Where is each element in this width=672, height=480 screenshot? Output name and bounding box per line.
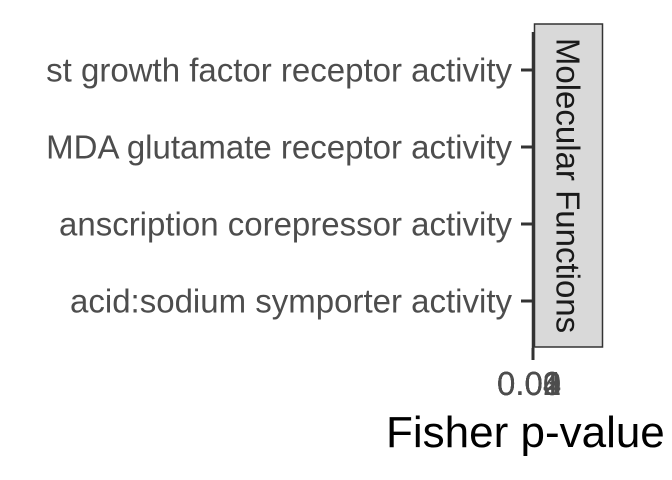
x-axis-title: Fisher p-value bbox=[386, 408, 665, 457]
y-axis-ticks bbox=[521, 68, 533, 303]
x-tick-label: 0.03 bbox=[497, 365, 561, 402]
category-label: st growth factor receptor activity bbox=[46, 52, 512, 89]
facet-strip bbox=[533, 23, 604, 348]
x-tick-label: 0.00 bbox=[497, 365, 561, 402]
category-label: MDA glutamate receptor activity bbox=[46, 129, 512, 166]
category-label: anscription corepressor activity bbox=[59, 206, 513, 243]
x-tick-labels: 0.000.010.020.030.04 bbox=[497, 365, 561, 402]
x-tick-label: 0.01 bbox=[497, 365, 561, 402]
facet-strip-label: Molecular Functions bbox=[550, 38, 587, 333]
category-label: acid:sodium symporter activity bbox=[70, 283, 512, 320]
category-labels: st growth factor receptor activity MDA gl… bbox=[46, 52, 512, 320]
x-tick-label: 0.04 bbox=[497, 365, 561, 402]
x-tick-label: 0.02 bbox=[497, 365, 561, 402]
